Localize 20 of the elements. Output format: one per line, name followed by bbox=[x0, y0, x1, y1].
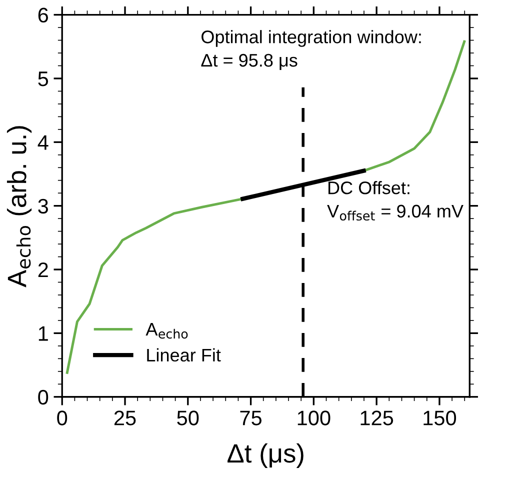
legend-label: A$_{echo}$ bbox=[146, 323, 188, 339]
x-tick-label: 150 bbox=[424, 410, 456, 426]
y-tick-label: 4 bbox=[38, 135, 48, 150]
x-tick-label: 0 bbox=[57, 410, 68, 426]
x-tick-label: 100 bbox=[298, 410, 330, 426]
y-axis-title: A$_{echo}$ (arb. u.) bbox=[6, 126, 32, 288]
y-tick-label: 3 bbox=[38, 198, 48, 214]
annotation: Optimal integration window: Δt = 95.8 μs bbox=[201, 30, 421, 70]
x-tick-label: 125 bbox=[360, 410, 394, 426]
y-tick-label: 5 bbox=[38, 72, 48, 86]
y-tick-label: 0 bbox=[38, 390, 48, 405]
legend-label: Linear Fit bbox=[147, 348, 221, 362]
y-tick-label: 2 bbox=[38, 262, 48, 278]
x-tick-label: 25 bbox=[114, 410, 136, 426]
y-tick-label: 1 bbox=[38, 326, 48, 341]
y-tick-label: 6 bbox=[38, 8, 48, 23]
x-tick-label: 75 bbox=[240, 410, 262, 426]
x-tick-label: 50 bbox=[177, 410, 199, 426]
x-axis-title: Δt (μs) bbox=[228, 443, 304, 468]
annotation: DC Offset: V$_{offset}$ = 9.04 mV bbox=[327, 181, 464, 221]
